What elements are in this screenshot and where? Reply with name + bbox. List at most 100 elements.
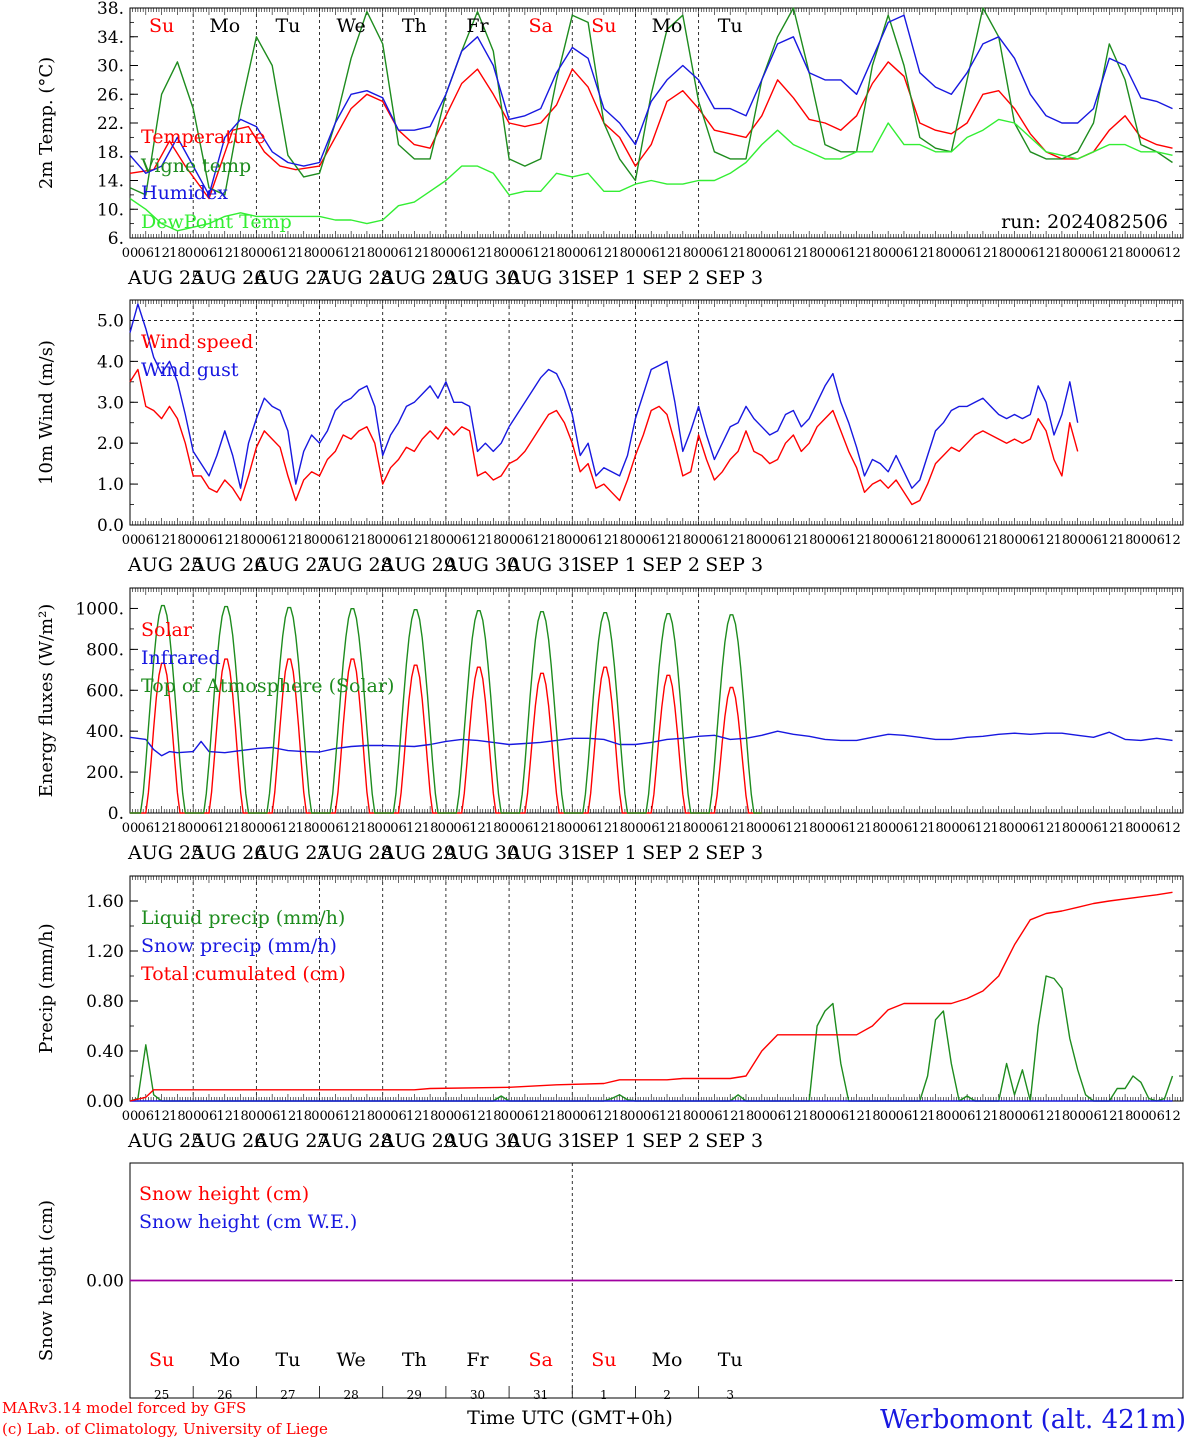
hour-tick-label: 00 — [1133, 1109, 1150, 1124]
hour-tick-label: 06 — [390, 821, 407, 836]
hour-tick-label: 18 — [548, 1109, 565, 1124]
date-label: AUG 30 — [443, 1130, 519, 1152]
date-label: AUG 31 — [506, 1130, 582, 1152]
date-label: SEP 2 — [642, 1130, 700, 1152]
hour-tick-label: 18 — [1054, 1109, 1071, 1124]
hour-tick-label: 18 — [232, 821, 249, 836]
time-axis-label: Time UTC (GMT+0h) — [467, 1407, 673, 1429]
hour-tick-label: 06 — [327, 246, 344, 261]
date-label: AUG 27 — [253, 1130, 329, 1152]
date-label: SEP 1 — [579, 554, 637, 576]
legend-entry: DewPoint Temp — [141, 211, 292, 233]
hour-tick-label: 06 — [264, 246, 281, 261]
hour-tick-label: 06 — [896, 533, 913, 548]
hour-tick-label: 06 — [453, 533, 470, 548]
weekday-label: Tu — [275, 1349, 300, 1371]
hour-tick-label: 12 — [1038, 246, 1055, 261]
hour-tick-label: 18 — [295, 821, 312, 836]
hour-tick-label: 06 — [1022, 533, 1039, 548]
hour-tick-label: 12 — [216, 246, 233, 261]
date-label: SEP 3 — [705, 267, 763, 289]
hour-tick-label: 06 — [580, 533, 597, 548]
hour-tick-label: 00 — [374, 246, 391, 261]
y-tick-label: 1.60 — [86, 892, 124, 912]
date-label: AUG 29 — [380, 1130, 456, 1152]
hour-tick-label: 00 — [438, 533, 455, 548]
hour-tick-label: 00 — [311, 533, 328, 548]
hour-tick-label: 12 — [848, 533, 865, 548]
hour-tick-label: 12 — [596, 821, 613, 836]
hour-tick-label: 12 — [1101, 821, 1118, 836]
hour-tick-label: 06 — [1148, 821, 1165, 836]
hour-tick-label: 18 — [422, 533, 439, 548]
hour-tick-label: 12 — [216, 821, 233, 836]
hour-tick-label: 12 — [722, 821, 739, 836]
hour-tick-label: 12 — [1038, 1109, 1055, 1124]
date-label: AUG 28 — [317, 267, 393, 289]
weekday-label: Tu — [718, 1349, 743, 1371]
hour-tick-label: 00 — [122, 533, 139, 548]
hour-tick-label: 00 — [122, 821, 139, 836]
date-label: AUG 30 — [443, 842, 519, 864]
plot-frame — [129, 7, 1184, 239]
hour-tick-label: 12 — [532, 1109, 549, 1124]
hour-tick-label: 00 — [690, 246, 707, 261]
hour-tick-label: 00 — [248, 246, 265, 261]
weekday-label: Tu — [718, 15, 743, 37]
hour-tick-label: 18 — [295, 1109, 312, 1124]
date-label: AUG 26 — [190, 267, 266, 289]
hour-tick-label: 18 — [1054, 533, 1071, 548]
hour-tick-label: 00 — [1069, 1109, 1086, 1124]
hour-tick-label: 06 — [138, 821, 155, 836]
date-label: AUG 29 — [380, 267, 456, 289]
hour-tick-label: 12 — [1038, 533, 1055, 548]
series-line-temperature — [129, 61, 1173, 200]
hour-tick-label: 00 — [627, 246, 644, 261]
hour-tick-label: 06 — [201, 533, 218, 548]
hour-tick-label: 00 — [1069, 533, 1086, 548]
date-label: AUG 28 — [317, 1130, 393, 1152]
hour-tick-label: 18 — [548, 821, 565, 836]
y-tick-label: 1000. — [75, 599, 124, 619]
hour-tick-label: 12 — [722, 1109, 739, 1124]
hour-tick-label: 18 — [1054, 821, 1071, 836]
hour-tick-label: 00 — [438, 821, 455, 836]
y-tick-label: 4.0 — [97, 352, 124, 372]
hour-tick-label: 00 — [248, 533, 265, 548]
hour-tick-label: 00 — [943, 246, 960, 261]
hour-tick-label: 12 — [469, 246, 486, 261]
date-label: AUG 26 — [190, 1130, 266, 1152]
hour-tick-label: 00 — [185, 246, 202, 261]
hour-tick-label: 18 — [548, 533, 565, 548]
date-label: SEP 3 — [705, 554, 763, 576]
y-axis-label: Precip (mm/h) — [36, 923, 57, 1053]
date-label: SEP 1 — [579, 842, 637, 864]
hour-tick-label: 18 — [990, 1109, 1007, 1124]
hour-tick-label: 12 — [596, 533, 613, 548]
hour-tick-label: 18 — [927, 533, 944, 548]
hour-tick-label: 06 — [201, 821, 218, 836]
hour-tick-label: 00 — [1133, 821, 1150, 836]
hour-tick-label: 18 — [169, 821, 186, 836]
day-number-label: 30 — [470, 1388, 485, 1402]
hour-tick-label: 18 — [801, 533, 818, 548]
legend-entry: Snow height (cm) — [139, 1183, 309, 1205]
hour-tick-label: 18 — [422, 246, 439, 261]
hour-tick-label: 06 — [327, 821, 344, 836]
hour-tick-label: 18 — [738, 533, 755, 548]
weekday-label: Mo — [209, 1349, 240, 1371]
hour-tick-label: 06 — [580, 1109, 597, 1124]
legend-entry: Snow height (cm W.E.) — [139, 1211, 357, 1233]
y-tick-label: 3.0 — [97, 393, 124, 413]
date-label: AUG 30 — [443, 267, 519, 289]
hour-tick-label: 00 — [1006, 1109, 1023, 1124]
hour-tick-label: 00 — [627, 533, 644, 548]
hour-tick-label: 12 — [1038, 821, 1055, 836]
hour-tick-label: 18 — [675, 246, 692, 261]
y-tick-label: 0.00 — [86, 1272, 124, 1292]
weekday-label: Fr — [466, 1349, 489, 1371]
hour-tick-label: 12 — [343, 821, 360, 836]
y-tick-label: 14. — [97, 172, 124, 192]
date-label: AUG 28 — [317, 842, 393, 864]
